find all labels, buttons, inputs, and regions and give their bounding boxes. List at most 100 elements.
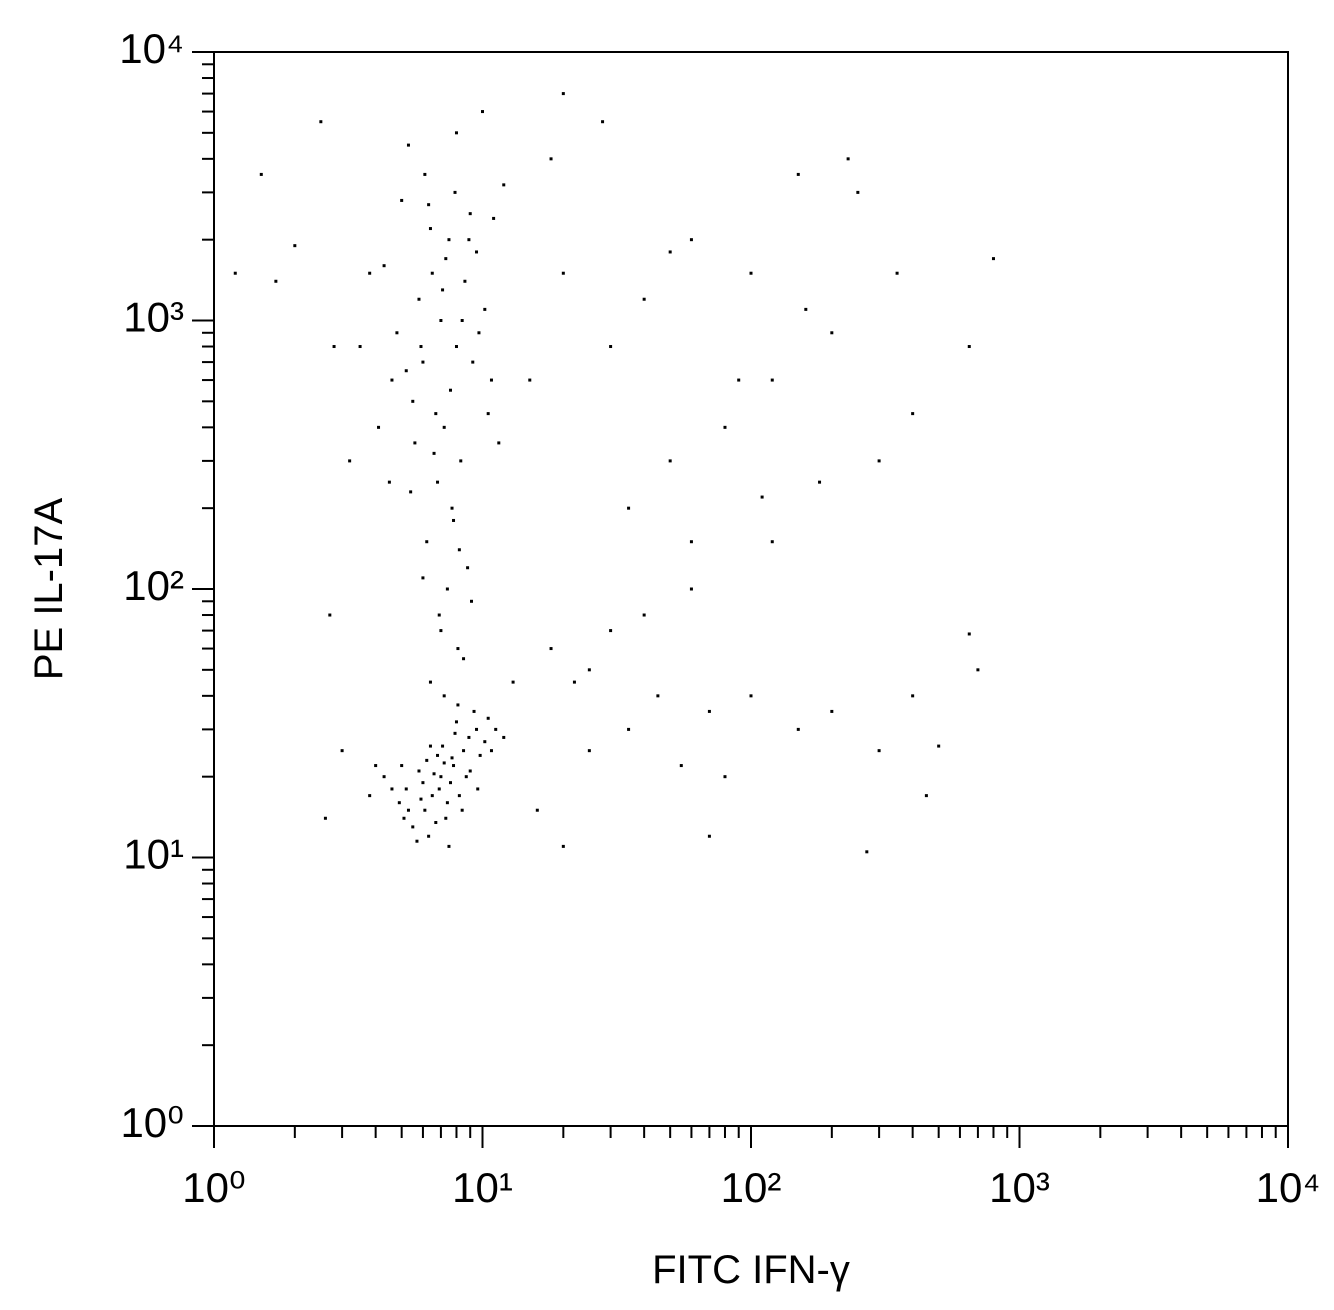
dot: [483, 740, 487, 744]
dot: [445, 801, 449, 805]
dot: [463, 279, 467, 283]
dot: [450, 506, 454, 510]
dot: [456, 703, 460, 707]
dot: [259, 172, 263, 176]
dot: [459, 459, 463, 463]
dot: [492, 216, 496, 220]
dot: [425, 540, 429, 544]
dot: [486, 412, 490, 416]
dot: [454, 131, 458, 135]
dot: [348, 459, 352, 463]
dot: [439, 775, 443, 779]
dot: [991, 257, 995, 261]
dot: [749, 271, 753, 275]
dot: [421, 781, 425, 785]
dot: [511, 680, 515, 684]
dot: [462, 657, 466, 661]
dot: [439, 629, 443, 633]
dot: [406, 808, 410, 812]
dot: [377, 425, 381, 429]
x-tick-label: 10¹: [452, 1164, 513, 1211]
dot: [976, 668, 980, 672]
dot: [483, 307, 487, 311]
dot: [428, 227, 432, 231]
dot: [967, 345, 971, 349]
dot: [642, 297, 646, 301]
dot: [796, 172, 800, 176]
dot: [428, 744, 432, 748]
dot: [425, 758, 429, 762]
dot: [406, 143, 410, 147]
dot: [436, 480, 440, 484]
dot: [924, 794, 928, 798]
dot: [430, 271, 434, 275]
dot: [417, 297, 421, 301]
dot: [395, 331, 399, 335]
y-tick-label: 10⁴: [119, 25, 184, 72]
dot: [319, 120, 323, 124]
dot: [452, 518, 456, 522]
dot: [404, 787, 408, 791]
dot: [436, 753, 440, 757]
dot: [368, 794, 372, 798]
dot: [502, 735, 506, 739]
dot: [494, 727, 498, 731]
dot: [911, 694, 915, 698]
dot: [818, 480, 822, 484]
dot: [340, 749, 344, 753]
dot: [409, 490, 413, 494]
dot: [609, 629, 613, 633]
x-axis-title: FITC IFN-γ: [652, 1248, 850, 1292]
dot: [627, 727, 631, 731]
x-tick-label: 10³: [989, 1164, 1050, 1211]
dot: [723, 425, 727, 429]
dot: [450, 756, 454, 760]
dot: [967, 632, 971, 636]
dot: [489, 378, 493, 382]
dot: [572, 680, 576, 684]
dot: [549, 157, 553, 161]
x-tick-label: 10⁰: [182, 1164, 246, 1211]
dot: [486, 716, 490, 720]
dot: [475, 727, 479, 731]
dot: [442, 761, 446, 765]
dot: [707, 834, 711, 838]
dot: [397, 801, 401, 805]
dot: [528, 378, 532, 382]
dot: [411, 825, 415, 829]
dot: [415, 839, 419, 843]
dot: [472, 709, 476, 713]
x-tick-label: 10²: [721, 1164, 782, 1211]
dot: [481, 110, 484, 114]
dot: [467, 735, 471, 739]
dot: [454, 720, 458, 724]
dot: [448, 388, 452, 392]
dot: [877, 749, 881, 753]
dot: [456, 647, 460, 651]
dot: [587, 668, 591, 672]
dot: [358, 345, 362, 349]
dot: [447, 238, 451, 242]
dot: [937, 744, 941, 748]
dot: [911, 412, 915, 416]
x-tick-label: 10⁴: [1256, 1164, 1321, 1211]
dot: [382, 264, 386, 268]
dot: [830, 709, 834, 713]
dot: [437, 787, 441, 791]
dot: [668, 459, 672, 463]
dot: [656, 694, 660, 698]
dot: [561, 844, 565, 848]
plot-frame: [213, 51, 1289, 1127]
dot: [413, 441, 417, 445]
dot: [478, 753, 482, 757]
dot: [427, 834, 431, 838]
dot: [689, 587, 693, 591]
dot: [454, 345, 458, 349]
dot: [233, 271, 237, 275]
dot: [460, 808, 464, 812]
dot: [737, 378, 741, 382]
dot: [387, 480, 391, 484]
y-tick-label: 10¹: [123, 831, 184, 878]
dot: [390, 787, 394, 791]
dot: [467, 238, 471, 242]
